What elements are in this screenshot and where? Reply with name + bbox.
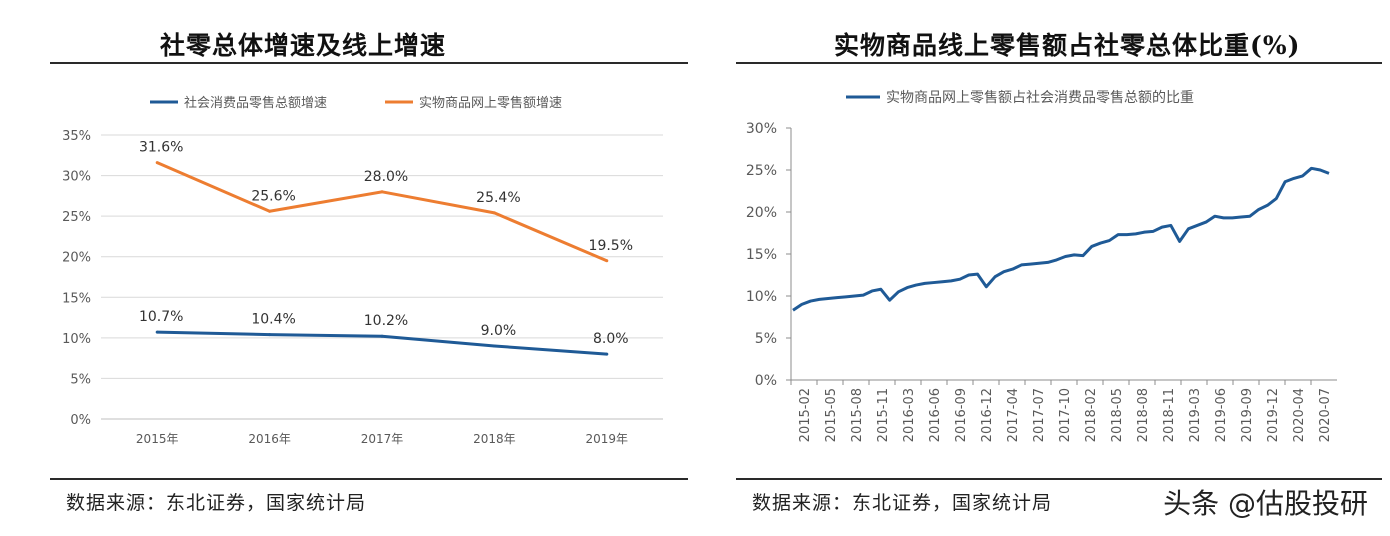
- series-line: [792, 166, 1330, 312]
- x-tick-label: 2015年: [136, 432, 179, 446]
- data-label: 10.2%: [364, 313, 408, 329]
- y-tick-label: 30%: [746, 121, 777, 137]
- right-chart-title: 实物商品线上零售额占社零总体比重(%): [834, 31, 1301, 60]
- y-tick-label: 0%: [755, 373, 777, 389]
- data-label: 19.5%: [589, 238, 633, 254]
- data-point: [155, 161, 159, 165]
- x-tick-label: 2017年: [361, 432, 404, 446]
- right-chart-panel: 实物商品线上零售额占社零总体比重(%) 0% 5% 10% 15% 20% 25% 30% 2…: [700, 0, 1390, 536]
- data-label: 8.0%: [593, 331, 629, 347]
- x-tick-label: 2018年: [473, 432, 516, 446]
- data-point: [605, 352, 609, 356]
- x-tick-label: 2020-07: [1318, 388, 1333, 442]
- y-tick-label: 20%: [62, 251, 91, 266]
- data-point: [605, 259, 609, 263]
- y-tick-label: 30%: [62, 170, 91, 185]
- y-tick-label: 5%: [755, 331, 777, 347]
- y-tick-label: 5%: [70, 372, 91, 387]
- left-chart-panel: 社零总体增速及线上增速 0% 5% 10% 15% 20% 25% 30% 35% 2015年 2…: [50, 31, 688, 514]
- y-tick-label: 15%: [62, 291, 91, 306]
- x-tick-label: 2017-04: [1006, 388, 1021, 442]
- legend-label: 实物商品网上零售额占社会消费品零售总额的比重: [886, 90, 1194, 106]
- data-label: 28.0%: [364, 169, 408, 185]
- data-label: 10.7%: [139, 309, 183, 325]
- x-tick-label: 2020-04: [1292, 388, 1307, 442]
- data-point: [380, 190, 384, 194]
- y-tick-label: 35%: [62, 129, 91, 144]
- x-tick-label: 2016年: [248, 432, 291, 446]
- y-tick-label: 10%: [62, 332, 91, 347]
- x-tick-label: 2016-09: [954, 388, 969, 442]
- x-tick-label: 2018-02: [1084, 388, 1099, 442]
- data-label: 31.6%: [139, 140, 183, 156]
- data-point: [380, 334, 384, 338]
- data-point: [268, 333, 272, 337]
- right-source-note: 数据来源：东北证券，国家统计局: [752, 492, 1053, 514]
- data-label: 25.6%: [251, 188, 295, 204]
- left-chart-title: 社零总体增速及线上增速: [160, 31, 447, 60]
- data-label: 10.4%: [251, 312, 295, 328]
- x-tick-label: 2019-09: [1240, 388, 1255, 442]
- left-line-chart: 0% 5% 10% 15% 20% 25% 30% 35% 2015年 2016年 2017年 201…: [62, 95, 663, 446]
- right-source-rule: [736, 478, 1382, 480]
- x-tick-label: 2016-06: [928, 388, 943, 442]
- x-tick-label: 2018-08: [1136, 388, 1151, 442]
- y-tick-label: 20%: [746, 205, 777, 221]
- y-tick-label: 10%: [746, 289, 777, 305]
- data-point: [268, 209, 272, 213]
- y-tick-label: 0%: [70, 413, 91, 428]
- x-tick-label: 2017-07: [1032, 388, 1047, 442]
- x-tick-label: 2015-05: [824, 388, 839, 442]
- y-tick-label: 25%: [746, 163, 777, 179]
- legend-label: 实物商品网上零售额增速: [419, 95, 562, 111]
- x-tick-label: 2015-08: [850, 388, 865, 442]
- data-point: [155, 330, 159, 334]
- data-label: 9.0%: [481, 323, 517, 339]
- x-tick-label: 2019-12: [1266, 388, 1281, 442]
- x-tick-label: 2016-12: [980, 388, 995, 442]
- x-tick-label: 2017-10: [1058, 388, 1073, 442]
- x-tick-label: 2016-03: [902, 388, 917, 442]
- data-label: 25.4%: [476, 190, 520, 206]
- x-tick-label: 2019-06: [1214, 388, 1229, 442]
- y-tick-label: 15%: [746, 247, 777, 263]
- watermark-text: 头条 @估股投研: [1163, 487, 1368, 520]
- left-source-note: 数据来源：东北证券，国家统计局: [66, 492, 367, 514]
- legend-label: 社会消费品零售总额增速: [184, 95, 327, 111]
- data-point: [492, 344, 496, 348]
- right-title-rule: [736, 62, 1382, 64]
- y-tick-label: 25%: [62, 210, 91, 225]
- data-point: [492, 211, 496, 215]
- x-tick-label: 2018-11: [1162, 388, 1177, 442]
- x-tick-label: 2015-11: [876, 388, 891, 442]
- x-tick-label: 2015-02: [798, 388, 813, 442]
- left-title-rule: [50, 62, 688, 64]
- x-tick-label: 2019-03: [1188, 388, 1203, 442]
- left-source-rule: [50, 478, 688, 480]
- x-tick-label: 2019年: [586, 432, 629, 446]
- right-line-chart: 0% 5% 10% 15% 20% 25% 30% 2015-02 2015-05 2015-08…: [746, 90, 1337, 442]
- x-tick-label: 2018-05: [1110, 388, 1125, 442]
